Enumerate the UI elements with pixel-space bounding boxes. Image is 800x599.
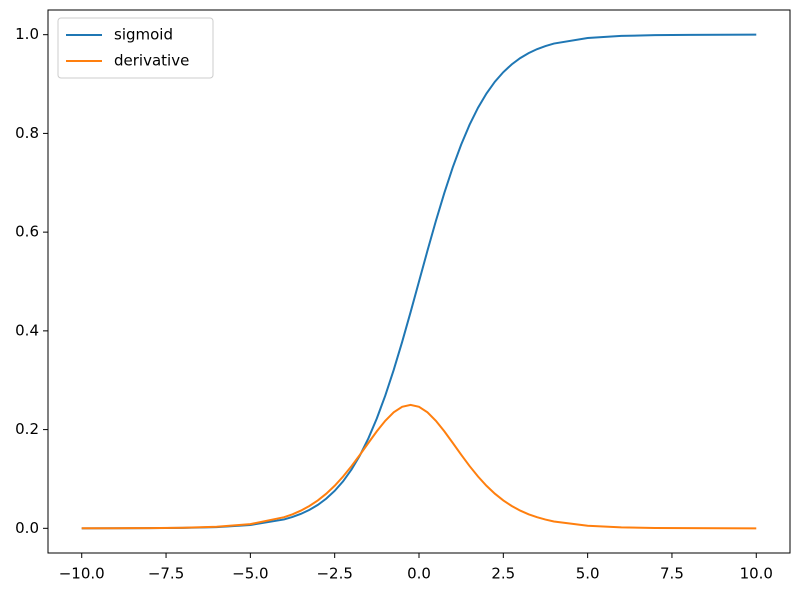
x-tick-label: 7.5 xyxy=(660,565,684,583)
x-tick-label: −10.0 xyxy=(59,565,105,583)
line-series xyxy=(81,33,757,530)
x-tick-label: −5.0 xyxy=(232,565,268,583)
legend-box xyxy=(57,17,214,79)
x-tick-label: 0.0 xyxy=(407,565,431,583)
y-tick-label: 0.4 xyxy=(15,321,39,339)
y-tick-label: 0.2 xyxy=(15,420,39,438)
y-tick-label: 0.0 xyxy=(15,519,39,537)
x-tick-label: −7.5 xyxy=(148,565,184,583)
y-tick-label: 0.6 xyxy=(15,223,39,241)
legend-label: derivative xyxy=(114,52,189,70)
y-tick-label: 1.0 xyxy=(15,25,39,43)
line-series xyxy=(81,403,757,530)
x-tick-label: 5.0 xyxy=(576,565,600,583)
legend-label: sigmoid xyxy=(114,26,173,44)
y-tick-label: 0.8 xyxy=(15,124,39,142)
plot-frame xyxy=(47,9,791,554)
x-tick-label: 10.0 xyxy=(740,565,773,583)
x-tick-label: 2.5 xyxy=(491,565,515,583)
x-tick-label: −2.5 xyxy=(316,565,352,583)
